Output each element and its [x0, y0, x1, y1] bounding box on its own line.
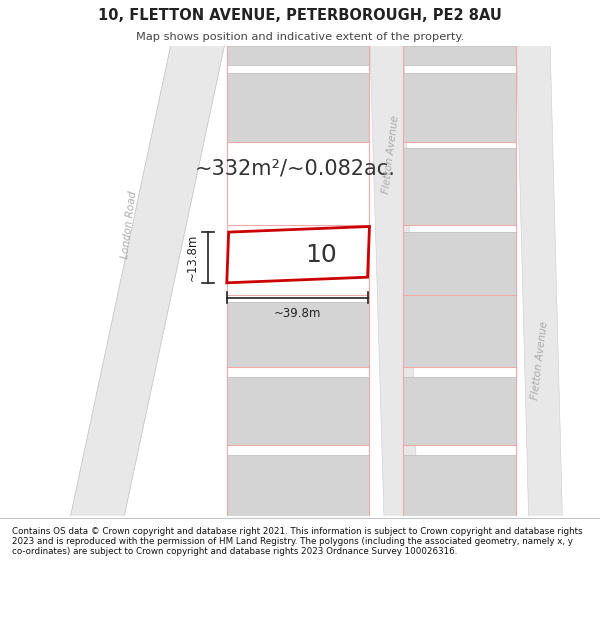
Bar: [227, 72, 370, 142]
Text: London Road: London Road: [120, 190, 138, 259]
Text: ~332m²/~0.082ac.: ~332m²/~0.082ac.: [195, 158, 396, 178]
Bar: [403, 46, 516, 65]
Bar: [403, 72, 516, 142]
Bar: [403, 454, 516, 516]
Text: 10, FLETTON AVENUE, PETERBOROUGH, PE2 8AU: 10, FLETTON AVENUE, PETERBOROUGH, PE2 8A…: [98, 8, 502, 23]
Bar: [227, 377, 370, 445]
Bar: [403, 232, 516, 368]
Text: Fletton Avenue: Fletton Avenue: [381, 114, 401, 194]
Bar: [227, 454, 370, 516]
Bar: [227, 46, 370, 65]
Bar: [403, 148, 516, 224]
Bar: [227, 302, 370, 368]
Polygon shape: [516, 27, 563, 535]
Bar: [403, 377, 516, 445]
Text: 10: 10: [306, 242, 337, 267]
Text: Map shows position and indicative extent of the property.: Map shows position and indicative extent…: [136, 32, 464, 43]
Polygon shape: [370, 27, 418, 535]
Polygon shape: [227, 226, 370, 283]
Polygon shape: [68, 22, 227, 540]
Text: Contains OS data © Crown copyright and database right 2021. This information is : Contains OS data © Crown copyright and d…: [12, 526, 583, 556]
Text: ~39.8m: ~39.8m: [274, 308, 321, 320]
Text: Fletton Avenue: Fletton Avenue: [530, 321, 550, 401]
Text: ~13.8m: ~13.8m: [185, 234, 199, 281]
